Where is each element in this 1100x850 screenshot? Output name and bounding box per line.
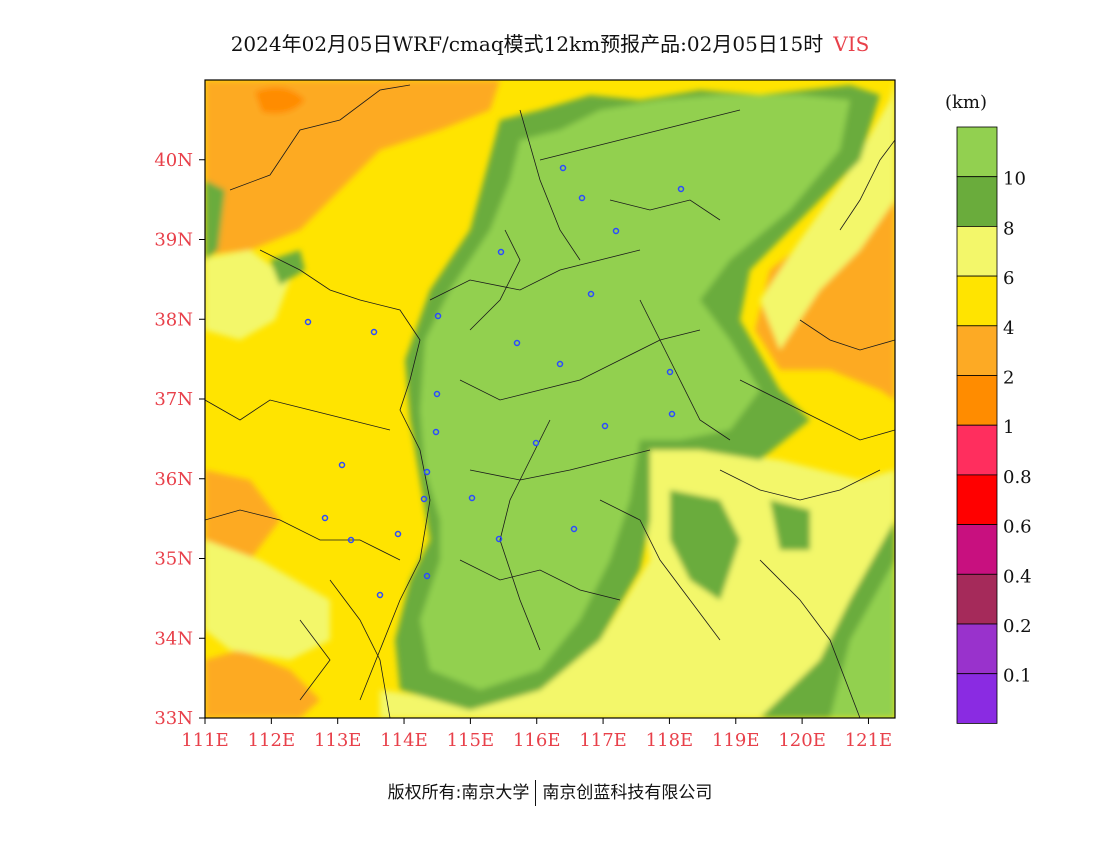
colorbar-swatch — [956, 474, 998, 525]
colorbar-legend: (km) 10 8 6 4 2 1 0.8 0.6 0.4 0.2 0.1 — [945, 92, 1032, 724]
lon-tick-label: 119E — [712, 730, 760, 751]
title-main: 2024年02月05日WRF/cmaq模式12km预报产品:02月05日15时 — [230, 32, 824, 56]
title-variable: VIS — [833, 32, 870, 56]
lat-tick-label: 38N — [154, 309, 193, 330]
lat-tick-label: 36N — [154, 469, 193, 490]
lon-tick-label: 112E — [248, 730, 296, 751]
colorbar-label: 0.4 — [1003, 566, 1032, 587]
colorbar-label: 4 — [1003, 318, 1014, 339]
colorbar-swatch — [956, 623, 998, 675]
map-axes: 111E 112E 113E 114E 115E 116E 117E 118E 119E 120E… — [154, 150, 892, 751]
lat-tick-label: 37N — [154, 389, 193, 410]
colorbar-label: 6 — [1003, 268, 1014, 289]
colorbar-swatch — [956, 573, 998, 625]
copyright-text: 版权所有:南京大学 — [387, 783, 530, 803]
colorbar-swatch — [956, 325, 998, 376]
lon-tick-label: 114E — [380, 730, 428, 751]
colorbar-label: 10 — [1003, 169, 1026, 190]
footer: 版权所有:南京大学 南京创蓝科技有限公司 — [0, 778, 1100, 806]
colorbar-label: 0.1 — [1003, 666, 1032, 687]
colorbar-label: 8 — [1003, 218, 1014, 239]
lon-tick-label: 111E — [181, 730, 229, 751]
lat-tick-label: 35N — [154, 549, 193, 570]
lat-tick-label: 40N — [154, 150, 193, 171]
company-text: 南京创蓝科技有限公司 — [542, 783, 713, 803]
lon-tick-label: 120E — [778, 730, 826, 751]
lon-tick-label: 121E — [845, 730, 893, 751]
page-title: 2024年02月05日WRF/cmaq模式12km预报产品:02月05日15时 V… — [0, 28, 1100, 57]
colorbar-label: 2 — [1003, 368, 1014, 389]
colorbar-swatch — [956, 126, 998, 178]
visibility-field — [205, 80, 895, 718]
colorbar-swatch — [956, 524, 998, 575]
lon-tick-label: 115E — [447, 730, 495, 751]
lon-tick-label: 118E — [646, 730, 694, 751]
lat-tick-label: 33N — [154, 708, 193, 729]
colorbar-swatch — [956, 673, 998, 724]
footer-divider — [535, 780, 537, 806]
province-boundaries — [205, 84, 895, 718]
lat-tick-label: 39N — [154, 230, 193, 251]
lon-tick-label: 113E — [314, 730, 362, 751]
colorbar-label: 0.6 — [1003, 517, 1032, 538]
colorbar-label: 0.8 — [1003, 467, 1032, 488]
lon-tick-label: 117E — [579, 730, 627, 751]
colorbar-label: 0.2 — [1003, 616, 1032, 637]
lat-tick-label: 34N — [154, 628, 193, 649]
colorbar-unit: (km) — [945, 92, 987, 113]
colorbar-swatch — [956, 275, 998, 327]
lon-tick-label: 116E — [513, 730, 561, 751]
city-markers — [304, 164, 685, 599]
colorbar-swatch — [956, 176, 998, 227]
colorbar-swatch — [956, 225, 998, 277]
colorbar-label: 1 — [1003, 417, 1014, 438]
colorbar-swatch — [956, 375, 998, 426]
colorbar-swatch — [956, 424, 998, 476]
